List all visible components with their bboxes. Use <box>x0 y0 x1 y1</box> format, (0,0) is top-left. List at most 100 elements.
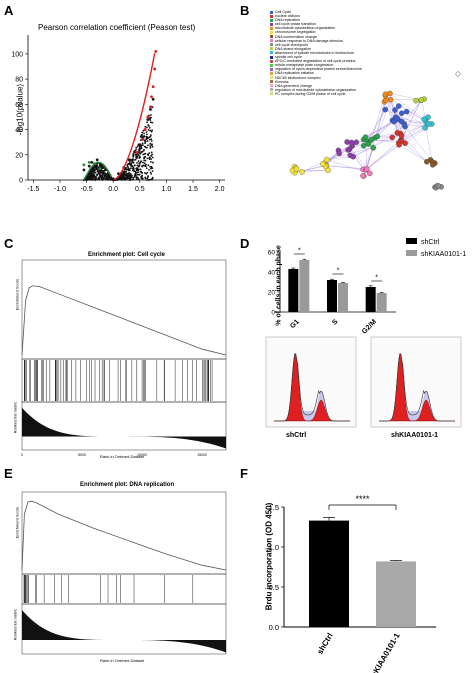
network-node <box>360 173 366 179</box>
legend-item: cell cycle phase transition <box>270 22 420 26</box>
scatter-point <box>139 168 142 171</box>
scatter-point <box>149 147 152 149</box>
scatter-point <box>150 172 153 175</box>
legend-item: Kinesins <box>270 80 420 84</box>
scatter-point <box>121 178 124 180</box>
scatter-point <box>132 155 135 158</box>
network-node <box>364 166 370 172</box>
panel-label-b: B <box>240 3 250 18</box>
scatter-point <box>93 171 95 174</box>
scatter-point <box>149 119 152 122</box>
legend-swatch <box>270 51 273 55</box>
scatter-point <box>151 143 153 146</box>
scatter-point <box>150 116 152 119</box>
scatter-point <box>136 153 139 156</box>
scatter-point-series0 <box>106 172 110 176</box>
scatter-point <box>100 177 103 180</box>
hist-caption-ctrl: shCtrl <box>286 432 307 439</box>
scatter-point <box>123 178 126 180</box>
es-curve <box>21 285 227 356</box>
network-node <box>293 166 300 172</box>
scatter-point <box>146 179 148 181</box>
scatter-point <box>134 158 137 161</box>
legend-item: NDC80 kinetochore complex <box>270 76 420 80</box>
legend-swatch <box>270 59 273 63</box>
legend-label: DNA replication <box>275 18 300 23</box>
fit-outline <box>274 352 350 422</box>
y-tick-label: 20 <box>15 152 23 159</box>
scatter-point <box>146 157 149 160</box>
scatter-point <box>102 172 105 175</box>
scatter-point <box>151 167 153 169</box>
scatter-point <box>149 178 152 181</box>
x-tick-label: -1.5 <box>27 186 39 193</box>
scatter-point <box>143 159 146 162</box>
y-tick-label: 1.5 <box>269 503 279 512</box>
x-tick-label: 5000 <box>78 453 86 457</box>
legend-swatch-black <box>406 238 417 244</box>
panel-e-plot <box>21 491 227 655</box>
network-edge <box>385 109 426 128</box>
scatter-point-series0 <box>141 135 144 139</box>
network-node <box>360 143 367 149</box>
scatter-point <box>148 138 151 141</box>
scatter-point <box>106 177 109 179</box>
network-edge <box>401 135 427 162</box>
scatter-point <box>145 133 148 136</box>
scatter-point <box>143 171 146 174</box>
scatter-point <box>136 164 139 167</box>
legend-label: cellular response to DNA damage stimulus <box>275 38 343 43</box>
scatter-point <box>137 154 140 157</box>
legend-item: cellular response to DNA damage stimulus <box>270 39 420 43</box>
scatter-point <box>148 136 151 139</box>
scatter-point <box>95 176 98 178</box>
network-node <box>421 116 427 123</box>
scatter-point <box>137 160 140 163</box>
scatter-point <box>150 160 152 163</box>
network-node <box>368 136 375 143</box>
scatter-point <box>144 177 147 180</box>
legend-label: mitotic metaphase plate congression <box>275 63 334 68</box>
scatter-point-series1 <box>141 138 144 142</box>
x-tick-label: -0.5 <box>81 186 93 193</box>
metric-area <box>22 610 226 653</box>
es-box <box>21 491 227 575</box>
scatter-point <box>144 142 146 145</box>
scatter-point <box>99 171 102 174</box>
scatter-point <box>142 161 144 164</box>
panel-c-xlabel: Rank in Ordered Dataset <box>100 454 145 459</box>
scatter-point <box>143 153 146 155</box>
network-node <box>396 142 402 148</box>
scatter-point <box>103 171 106 174</box>
scatter-point <box>135 155 138 157</box>
scatter-point <box>140 175 143 178</box>
scatter-point <box>135 148 137 151</box>
scatter-point <box>125 178 128 181</box>
bar-shCtrl <box>309 520 349 627</box>
network-node <box>394 115 400 122</box>
scatter-point <box>146 171 149 174</box>
panel-label-f: F <box>240 466 248 481</box>
panel-d-legend-kd: shKIAA0101-1 <box>406 250 466 258</box>
scatter-point <box>120 175 123 178</box>
scatter-point <box>133 164 136 167</box>
legend-label: nuclear division <box>275 14 300 19</box>
legend-item: regulation of cyclin-dependent protein s… <box>270 67 420 71</box>
network-node <box>350 153 356 160</box>
scatter-point-series1 <box>143 128 147 131</box>
legend-swatch <box>270 22 273 26</box>
scatter-point <box>128 161 131 163</box>
es-curve <box>21 500 227 571</box>
scatter-point <box>125 167 127 169</box>
network-edge <box>395 117 429 125</box>
scatter-point <box>138 164 140 167</box>
scatter-point <box>89 174 92 177</box>
scatter-point <box>130 176 133 179</box>
scatter-point <box>101 174 104 177</box>
scatter-point <box>139 161 142 164</box>
network-node <box>320 161 326 167</box>
legend-swatch <box>270 71 273 75</box>
scatter-point <box>94 176 97 179</box>
scatter-point <box>151 170 154 172</box>
panel-a-volcano: Pearson correlation coefficient (Peason … <box>0 0 235 230</box>
